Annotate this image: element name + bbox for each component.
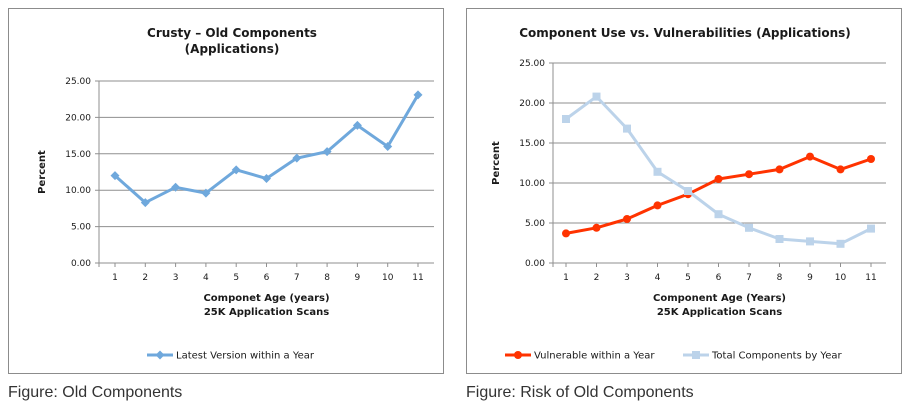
data-point: [623, 124, 631, 133]
x-tick-label: 8: [324, 273, 330, 283]
x-tick-label: 2: [142, 273, 148, 283]
data-point: [775, 235, 784, 243]
data-point: [383, 142, 393, 152]
x-axis-label-secondary: 25K Application Scans: [204, 307, 329, 318]
series-1: [562, 92, 875, 248]
data-point: [413, 90, 423, 100]
y-tick-label: 5.00: [525, 219, 545, 229]
y-tick-label: 15.00: [519, 139, 545, 149]
x-tick-label: 3: [173, 273, 179, 283]
chart-title: Crusty – Old Components: [147, 26, 317, 40]
old-components-chart: Crusty – Old Components (Applications) 0.0…: [37, 26, 434, 362]
data-point: [262, 174, 271, 184]
data-point: [352, 120, 362, 130]
series-line: [565, 95, 872, 246]
data-point: [806, 237, 814, 246]
legend-entry: Latest Version within a Year: [147, 350, 315, 362]
gridlines: [95, 80, 434, 264]
series-line: [565, 155, 872, 235]
x-tick-label: 5: [233, 273, 239, 283]
chart-panel-old-components: Crusty – Old Components (Applications) 0.0…: [8, 8, 444, 374]
x-tick-label: 2: [594, 273, 600, 283]
x-tick-label: 4: [203, 273, 209, 283]
data-point: [745, 223, 753, 232]
chart-title: Component Use vs. Vulnerabilities (Appli…: [519, 26, 851, 40]
data-point: [592, 223, 601, 232]
data-point: [806, 152, 814, 161]
y-tick-label: 10.00: [519, 179, 545, 189]
data-point: [745, 170, 753, 179]
data-point: [867, 155, 875, 163]
data-point: [110, 171, 120, 181]
data-point: [592, 92, 601, 101]
data-point: [171, 182, 181, 192]
data-point: [653, 201, 662, 210]
x-tick-label: 9: [807, 273, 813, 283]
data-point: [231, 165, 241, 175]
y-tick-label: 20.00: [65, 113, 91, 123]
data-point: [714, 210, 723, 219]
data-point: [653, 167, 662, 176]
chart-panel-risk-old-components: Component Use vs. Vulnerabilities (Appli…: [466, 8, 902, 374]
x-tick-label: 5: [685, 273, 691, 283]
series-line: [114, 94, 420, 205]
x-tick-label: 1: [563, 273, 569, 283]
x-tick-label: 8: [777, 273, 783, 283]
figure-caption-right: Figure: Risk of Old Components: [466, 384, 694, 401]
data-point: [775, 165, 784, 174]
x-tick-label: 9: [355, 273, 361, 283]
component-vulnerabilities-chart: Component Use vs. Vulnerabilities (Appli…: [491, 26, 886, 362]
y-tick-label: 10.00: [65, 186, 91, 196]
data-point: [684, 187, 692, 195]
data-point: [562, 229, 570, 238]
legend-label: Vulnerable within a Year: [534, 351, 655, 362]
x-axis-label: Component Age (Years): [653, 293, 786, 304]
x-tick-label: 11: [412, 273, 423, 283]
y-tick-label: 25.00: [519, 59, 545, 69]
legend-entry: Vulnerable within a Year: [505, 351, 655, 362]
y-tick-label: 0.00: [525, 259, 545, 269]
x-tick-label: 3: [624, 273, 630, 283]
x-tick-label: 10: [835, 273, 847, 283]
x-tick-label: 1: [112, 273, 118, 283]
data-point: [562, 115, 570, 123]
data-point: [140, 198, 150, 208]
series-0: [110, 90, 423, 208]
legend-entry: Total Components by Year: [683, 351, 842, 362]
figure-caption-left: Figure: Old Components: [8, 384, 183, 401]
x-tick-label: 11: [865, 273, 876, 283]
x-axis-label: Componet Age (years): [203, 293, 329, 304]
series-0: [562, 152, 875, 238]
data-point: [292, 153, 302, 163]
x-tick-label: 10: [382, 273, 394, 283]
data-point: [836, 239, 845, 248]
x-tick-label: 7: [294, 273, 300, 283]
x-axis-label-secondary: 25K Application Scans: [657, 307, 782, 318]
chart-subtitle: (Applications): [185, 42, 280, 56]
data-point: [867, 224, 875, 233]
legend-marker: [692, 351, 700, 359]
legend-marker: [514, 351, 522, 359]
y-axis-label: Percent: [491, 141, 502, 185]
x-tick-label: 6: [716, 273, 722, 283]
data-point: [714, 175, 723, 183]
data-point: [201, 188, 211, 198]
legend-label: Latest Version within a Year: [176, 351, 315, 362]
x-tick-label: 6: [264, 273, 270, 283]
legend-marker: [155, 350, 165, 360]
y-tick-label: 0.00: [71, 259, 91, 269]
x-tick-label: 4: [655, 273, 661, 283]
data-point: [836, 165, 845, 174]
y-axis-label: Percent: [37, 150, 48, 194]
legend-label: Total Components by Year: [711, 351, 842, 362]
y-tick-label: 15.00: [65, 150, 91, 160]
x-tick-label: 7: [746, 273, 752, 283]
y-tick-label: 25.00: [65, 77, 91, 87]
data-point: [322, 147, 332, 157]
y-tick-label: 20.00: [519, 99, 545, 109]
data-point: [623, 215, 631, 223]
y-tick-label: 5.00: [71, 223, 91, 233]
